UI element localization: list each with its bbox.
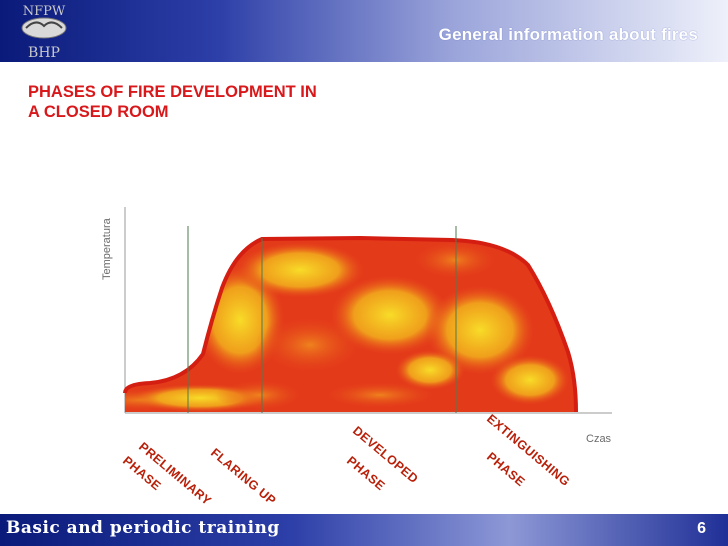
footer-bar: [0, 514, 728, 546]
slide-title: PHASES OF FIRE DEVELOPMENT IN A CLOSED R…: [28, 82, 408, 122]
phase-label-line: EXTINGUISHING: [484, 412, 573, 489]
page-number: 6: [697, 520, 706, 537]
phase-label-line: FLARING UP: [208, 446, 279, 508]
phase-label-flaring-up: FLARING UP: [208, 446, 279, 508]
logo-top-text: NFPW: [23, 4, 66, 19]
temperature-curve-area: [123, 235, 578, 413]
x-axis-label: Czas: [586, 433, 612, 445]
header-bar: [0, 0, 728, 62]
footer-label: Basic and periodic training: [6, 518, 280, 538]
organization-logo: NFPW BHP: [21, 4, 67, 61]
y-axis-label: Temperatura: [101, 217, 113, 280]
phase-label-extinguishing: EXTINGUISHING: [484, 412, 573, 489]
slide-title-line-2: A CLOSED ROOM: [28, 103, 169, 121]
logo-bottom-text: BHP: [28, 45, 60, 61]
phase-label-extinguishing-2: PHASE: [484, 450, 528, 490]
slide-title-line-1: PHASES OF FIRE DEVELOPMENT IN: [28, 83, 317, 101]
phase-label-line: PHASE: [484, 450, 528, 490]
header-title: General information about fires: [438, 25, 698, 44]
